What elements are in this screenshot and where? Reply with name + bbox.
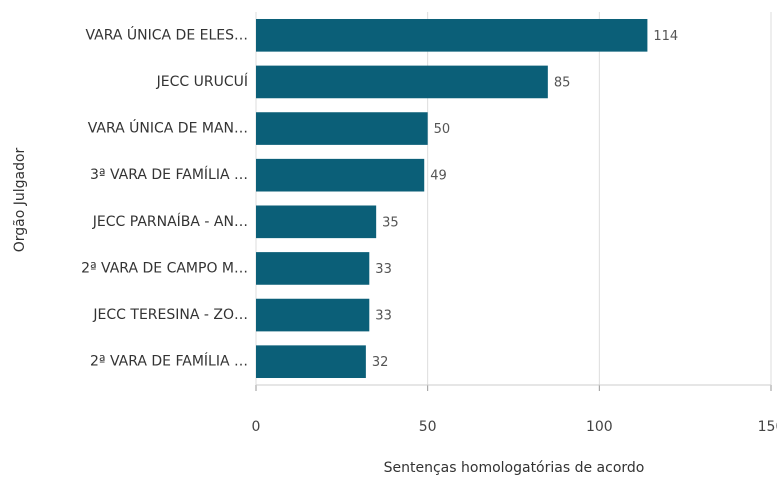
data-label: 33 <box>375 309 392 324</box>
bar <box>256 252 370 285</box>
y-tick-label: VARA ÚNICA DE ELES… <box>85 25 248 43</box>
x-axis-title: Sentenças homologatórias de acordo <box>384 460 645 476</box>
bar <box>256 205 377 239</box>
bar <box>256 298 370 332</box>
data-label: 33 <box>375 262 392 277</box>
data-label: 85 <box>554 75 571 90</box>
x-tick-label: 150 <box>758 419 777 435</box>
x-tick-label: 0 <box>252 419 261 435</box>
x-tick-label: 50 <box>419 419 437 435</box>
y-axis-title: Orgão Julgador <box>12 147 28 252</box>
y-tick-label: 2ª VARA DE CAMPO M… <box>81 260 248 276</box>
y-tick-label: JECC TERESINA - ZO… <box>92 307 248 323</box>
y-tick-label: VARA ÚNICA DE MAN… <box>88 119 248 137</box>
x-tick-label: 100 <box>586 419 613 435</box>
y-tick-label: JECC URUCUÍ <box>156 73 248 90</box>
bar <box>256 18 648 52</box>
y-tick-label: 2ª VARA DE FAMÍLIA … <box>90 353 248 370</box>
y-tick-label: 3ª VARA DE FAMÍLIA … <box>90 166 248 183</box>
data-label: 49 <box>430 169 447 184</box>
data-label: 50 <box>434 122 451 137</box>
bar <box>256 158 425 192</box>
data-label: 114 <box>653 29 678 44</box>
bar <box>256 65 548 99</box>
bar <box>256 345 366 379</box>
data-label: 32 <box>372 355 389 370</box>
bar <box>256 112 428 145</box>
y-tick-label: JECC PARNAÍBA - AN… <box>92 213 248 230</box>
data-label: 35 <box>382 215 399 230</box>
